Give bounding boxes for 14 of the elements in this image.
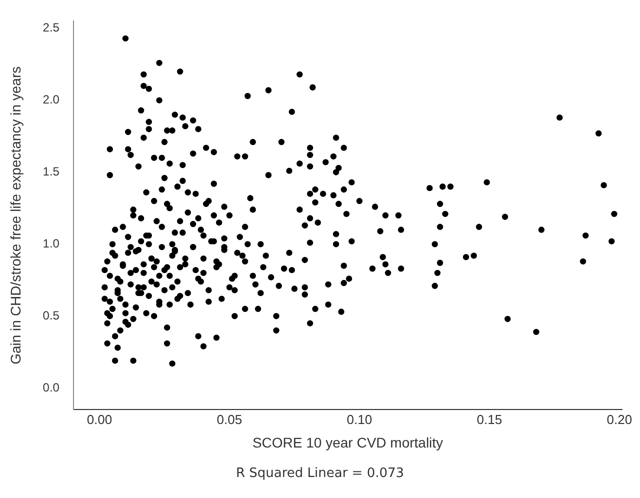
y-tick-label: 1.5 [42, 164, 60, 179]
x-tick-label: 0.00 [86, 412, 112, 427]
y-tick-label: 1.0 [42, 236, 60, 250]
y-tick-label: 0.0 [42, 380, 60, 394]
y-tick-label: 2.0 [42, 92, 60, 107]
x-tick-label: 0.05 [216, 412, 242, 427]
y-tick-label: 2.5 [42, 20, 60, 35]
x-tick-label: 0.10 [346, 412, 372, 427]
text: R Squared Linear = 0.073 [234, 466, 406, 481]
x-tick-label: 0.15 [476, 412, 502, 427]
x-tick-label: 0.20 [606, 412, 632, 427]
x-axis-title: SCORE 10 year CVD mortality [252, 434, 444, 450]
y-axis-title: Gain in CHD/stroke free life expectancy in years [7, 66, 24, 364]
y-tick-label: 0.5 [42, 308, 60, 322]
